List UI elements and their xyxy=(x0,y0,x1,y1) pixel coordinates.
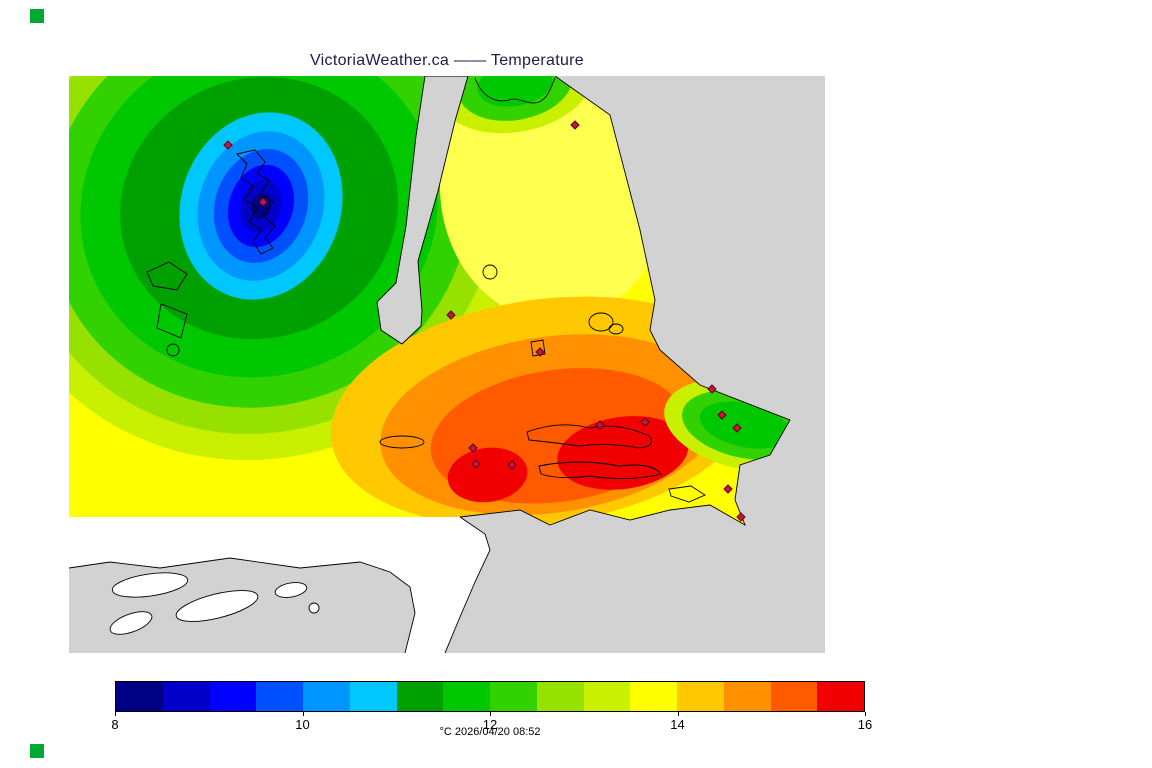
temperature-map-svg xyxy=(68,75,825,654)
colorbar-segment xyxy=(303,682,350,711)
corner-square-icon xyxy=(30,9,44,23)
colorbar-segment xyxy=(677,682,724,711)
colorbar-tick xyxy=(302,712,304,716)
lake-outline xyxy=(482,264,498,280)
coastline-east xyxy=(459,75,791,527)
coastline-north xyxy=(474,77,556,104)
colorbar-segment xyxy=(583,682,631,711)
lake-outline xyxy=(530,339,546,357)
southern-lakes xyxy=(109,572,320,635)
station-marker-diamond xyxy=(736,512,746,522)
page-title: VictoriaWeather.ca —— Temperature xyxy=(309,52,585,69)
island-outline xyxy=(526,424,652,449)
station-marker-diamond xyxy=(535,347,545,357)
warm-gradient-rings xyxy=(330,296,758,525)
station-marker-diamond xyxy=(640,417,650,427)
colorbar-tick-label: 8 xyxy=(111,717,119,732)
colorbar-segment xyxy=(443,682,490,711)
station-marker-diamond xyxy=(507,460,517,470)
colorbar-segment xyxy=(630,682,677,711)
lake-outline xyxy=(608,323,624,335)
station-marker-diamond xyxy=(717,410,727,420)
island-outline xyxy=(146,261,188,291)
station-marker-diamond xyxy=(707,384,717,394)
colorbar-segment xyxy=(116,682,163,711)
colorbar-segment xyxy=(817,682,864,711)
colorbar-area: 8 10 12 14 16 xyxy=(111,681,872,739)
island-outline xyxy=(538,461,662,480)
north-green-zone xyxy=(437,76,593,134)
lake-outline xyxy=(379,435,425,449)
colorbar-tick xyxy=(677,712,679,716)
colorbar-segment xyxy=(209,682,257,711)
colorbar xyxy=(115,681,865,712)
colorbar-segment xyxy=(256,682,303,711)
island-outline xyxy=(156,303,188,339)
corner-square-icon xyxy=(30,744,44,758)
station-marker-diamond xyxy=(223,140,233,150)
inlet-water xyxy=(376,75,469,345)
colorbar-tick xyxy=(490,712,491,716)
colorbar-tick xyxy=(865,712,866,716)
colorbar-segment xyxy=(490,682,537,711)
colorbar-tick-label: 16 xyxy=(857,717,873,732)
coastline-south xyxy=(68,516,491,654)
colorbar-tick xyxy=(115,712,116,716)
island-outline xyxy=(668,485,706,503)
station-marker-diamond xyxy=(570,120,580,130)
colorbar-tick-label: 14 xyxy=(670,717,685,732)
station-marker-diamond xyxy=(258,197,268,207)
coastline-harbour xyxy=(236,149,276,255)
lake-outline xyxy=(588,312,614,332)
station-markers xyxy=(223,120,746,522)
colorbar-segment xyxy=(723,682,771,711)
colorbar-segment xyxy=(536,682,584,711)
station-marker-diamond xyxy=(468,443,478,453)
station-marker-diamond xyxy=(446,310,456,320)
colorbar-segment xyxy=(770,682,818,711)
cold-anomaly-rings xyxy=(179,112,343,300)
station-marker-diamond xyxy=(595,420,605,430)
station-marker-diamond xyxy=(732,423,742,433)
station-marker-diamond xyxy=(471,459,481,469)
colorbar-caption: °C 2026/04/20 08:52 xyxy=(439,726,541,738)
colorbar-segment xyxy=(396,682,444,711)
colorbar-tick-label: 10 xyxy=(295,717,310,732)
island-outline xyxy=(166,343,180,357)
colorbar-segment xyxy=(162,682,210,711)
colorbar-tick-label: 12 xyxy=(482,717,498,732)
temperature-map xyxy=(68,75,825,654)
strait-water xyxy=(69,517,490,653)
station-marker-diamond xyxy=(723,484,733,494)
colorbar-segment xyxy=(349,682,397,711)
